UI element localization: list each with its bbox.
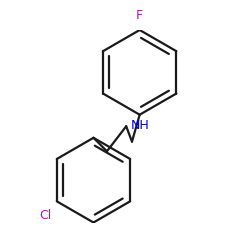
- Text: NH: NH: [131, 119, 150, 132]
- Text: F: F: [136, 9, 143, 22]
- Text: Cl: Cl: [39, 209, 51, 222]
